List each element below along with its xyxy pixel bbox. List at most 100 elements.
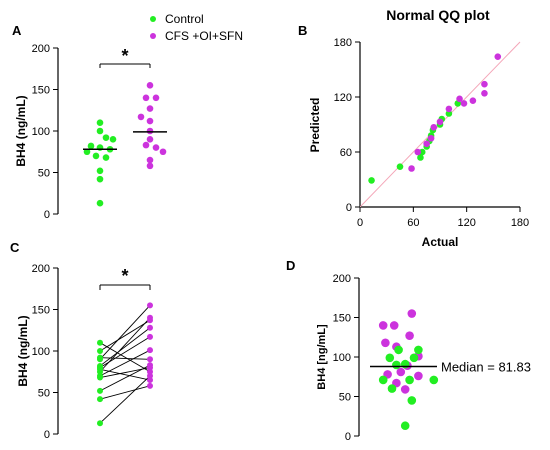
b-point-cfs — [460, 100, 468, 107]
c-point-control — [97, 339, 103, 346]
d-point-control — [414, 345, 423, 355]
d-point-cfs — [405, 331, 414, 340]
a-point-cfs — [146, 105, 154, 112]
c-point-cfs — [147, 372, 153, 379]
a-point-cfs — [146, 156, 154, 164]
b-point-cfs — [436, 118, 444, 126]
c-pair-line — [99, 305, 151, 360]
c-point-cfs — [147, 362, 153, 369]
legend-label-control: Control — [165, 12, 204, 26]
d-point-cfs — [396, 367, 406, 377]
d-point-control — [378, 375, 388, 385]
c-pair-line — [99, 327, 151, 367]
a-point-control — [96, 167, 104, 175]
a-point-control — [96, 199, 104, 207]
d-point-control — [429, 375, 439, 385]
d-point-cfs — [400, 385, 410, 394]
b-point-cfs — [423, 140, 430, 148]
c-point-control — [97, 368, 103, 375]
a-point-cfs — [146, 127, 154, 135]
c-point-cfs — [147, 368, 153, 375]
panel-letter-d: D — [286, 258, 295, 273]
b-point-cfs — [414, 148, 422, 156]
c-y-tick-label: 100 — [32, 346, 50, 358]
a-point-cfs — [142, 94, 150, 102]
c-pair-line — [99, 317, 151, 373]
d-y-tick-label: 100 — [333, 352, 351, 364]
d-point-control — [385, 353, 395, 363]
c-point-control — [97, 420, 103, 427]
a-point-cfs — [137, 113, 145, 121]
d-point-control — [405, 375, 414, 385]
a-significance-star: * — [121, 46, 128, 66]
c-pair-line — [99, 319, 151, 352]
a-y-tick-label: 150 — [32, 85, 50, 97]
d-point-control — [409, 353, 419, 363]
b-x-tick-label: 0 — [357, 217, 363, 229]
b-point-cfs — [481, 90, 488, 97]
b-point-cfs — [408, 165, 415, 172]
a-point-control — [96, 175, 104, 183]
a-y-tick-label: 0 — [44, 209, 50, 221]
a-point-control — [87, 142, 95, 150]
c-point-control — [97, 374, 103, 381]
d-point-control — [392, 360, 401, 370]
a-y-label: BH4 (ng/mL) — [14, 95, 28, 166]
b-title: Normal QQ plot — [386, 7, 490, 23]
a-point-cfs — [152, 144, 160, 151]
b-x-label: Actual — [422, 235, 459, 249]
d-point-cfs — [389, 321, 399, 330]
d-point-control — [387, 384, 397, 393]
c-pair-line — [99, 375, 151, 424]
d-point-cfs — [414, 371, 423, 381]
b-point-control — [368, 177, 375, 184]
c-y-tick-label: 0 — [44, 429, 50, 441]
d-y-tick-label: 0 — [345, 431, 351, 443]
d-point-control — [400, 421, 410, 431]
panel-letter-b: B — [298, 23, 307, 38]
a-y-tick-label: 200 — [32, 43, 50, 55]
c-pair-line — [99, 357, 151, 360]
b-x-tick-label: 120 — [457, 217, 475, 229]
b-point-cfs — [481, 80, 488, 88]
c-y-label: BH4 (ng/mL) — [16, 315, 30, 386]
legend-marker-control — [150, 16, 156, 22]
b-point-cfs — [427, 134, 435, 142]
c-point-control — [97, 387, 103, 394]
a-point-control — [102, 134, 110, 141]
b-point-cfs — [456, 95, 463, 103]
c-point-control — [97, 396, 103, 403]
a-point-cfs — [146, 136, 154, 143]
a-y-tick-label: 100 — [32, 126, 50, 138]
panel-letter-a: A — [12, 23, 22, 38]
c-y-tick-label: 50 — [38, 388, 50, 400]
b-point-cfs — [445, 105, 453, 113]
c-point-cfs — [147, 302, 153, 309]
c-pair-line — [99, 342, 151, 373]
d-point-cfs — [378, 321, 388, 330]
c-point-cfs — [147, 347, 153, 354]
c-y-tick-label: 150 — [32, 305, 50, 317]
c-point-cfs — [147, 324, 153, 331]
panel-letter-c: C — [10, 240, 20, 255]
b-point-cfs — [430, 123, 438, 131]
c-point-cfs — [147, 377, 153, 384]
b-x-tick-label: 60 — [407, 217, 419, 229]
c-point-cfs — [147, 356, 153, 363]
legend-marker-cfs — [150, 33, 156, 39]
b-y-tick-label: 120 — [334, 92, 352, 104]
a-point-cfs — [159, 148, 167, 156]
c-pair-line — [99, 364, 151, 392]
d-y-label: BH4 [ng/mL] — [316, 324, 328, 390]
b-point-control — [396, 163, 404, 170]
c-y-tick-label: 200 — [32, 263, 50, 275]
c-pair-line — [99, 368, 151, 381]
b-point-control — [417, 154, 424, 161]
b-point-cfs — [469, 97, 477, 104]
c-point-control — [97, 348, 103, 354]
a-point-control — [96, 119, 104, 126]
a-point-cfs — [146, 82, 154, 89]
c-point-cfs — [147, 314, 153, 321]
c-point-control — [97, 356, 103, 363]
b-y-label: Predicted — [308, 98, 322, 153]
